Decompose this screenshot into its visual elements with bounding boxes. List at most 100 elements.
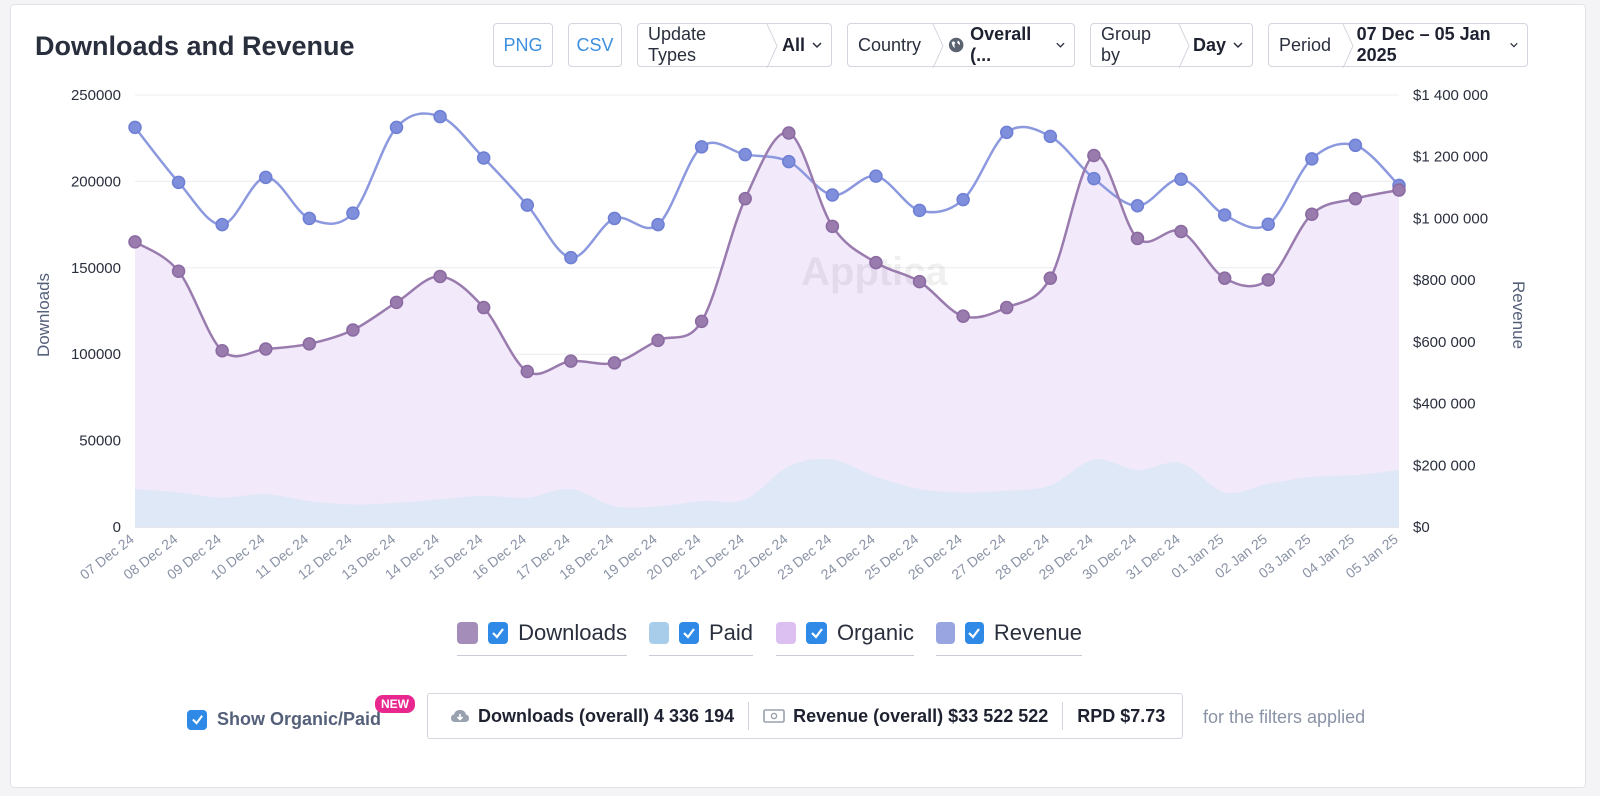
downloads-point[interactable] (433, 269, 447, 284)
checkbox-checked-icon[interactable] (806, 622, 827, 644)
downloads-point[interactable] (476, 300, 491, 315)
revenue-point[interactable] (1217, 208, 1232, 222)
downloads-point[interactable] (1043, 271, 1058, 285)
organic-area (135, 132, 1399, 527)
revenue-point[interactable] (999, 125, 1014, 140)
downloads-point[interactable] (1130, 231, 1145, 246)
update-types-value: All (781, 34, 805, 55)
revenue-point[interactable] (433, 109, 447, 124)
group-by-dropdown[interactable]: Group by Day (1090, 23, 1253, 68)
show-organic-paid-toggle[interactable]: Show Organic/Paid (187, 709, 381, 730)
revenue-point[interactable] (1348, 138, 1363, 153)
downloads-point[interactable] (1305, 207, 1319, 221)
downloads-point[interactable] (1217, 271, 1232, 285)
country-dropdown[interactable]: Country Overall (... (847, 23, 1075, 68)
revenue-point[interactable] (912, 203, 927, 218)
downloads-point[interactable] (999, 300, 1014, 315)
revenue-point[interactable] (1087, 171, 1101, 186)
downloads-point[interactable] (607, 356, 622, 370)
downloads-point[interactable] (171, 264, 186, 279)
legend-item-paid[interactable]: Paid (649, 611, 753, 656)
revenue-point[interactable] (1130, 199, 1145, 213)
group-by-value: Day (1192, 34, 1226, 55)
revenue-point[interactable] (1261, 217, 1275, 232)
downloads-overall-text: Downloads (overall) 4 336 194 (478, 705, 735, 726)
checkbox-checked-icon[interactable] (964, 622, 984, 644)
revenue-point[interactable] (1305, 152, 1319, 166)
downloads-point[interactable] (651, 333, 665, 348)
paid-swatch (649, 622, 669, 644)
y2-tick-label: $600 000 (1413, 334, 1476, 351)
stats-box: Downloads (overall) 4 336 194 Revenue (o… (427, 693, 1183, 739)
checkbox-checked-icon[interactable] (678, 622, 699, 644)
separator-chevron-icon (1341, 24, 1354, 68)
revenue-point[interactable] (564, 250, 578, 265)
downloads-point[interactable] (346, 323, 360, 337)
revenue-point[interactable] (607, 211, 622, 226)
downloads-point[interactable] (956, 309, 970, 323)
separator-chevron-icon (931, 24, 944, 68)
downloads-point[interactable] (564, 354, 578, 368)
revenue-point[interactable] (259, 170, 273, 185)
legend-item-organic[interactable]: Organic (776, 611, 914, 656)
revenue-point[interactable] (476, 151, 491, 165)
downloads-point[interactable] (215, 343, 229, 358)
downloads-point[interactable] (302, 337, 317, 351)
downloads-point[interactable] (520, 364, 535, 379)
revenue-point[interactable] (825, 188, 840, 202)
downloads-point[interactable] (912, 274, 927, 289)
csv-export-button[interactable]: CSV (568, 23, 622, 67)
checkbox-checked-icon[interactable] (487, 622, 509, 644)
downloads-point[interactable] (825, 219, 840, 234)
downloads-point[interactable] (128, 235, 142, 249)
revenue-overall-text: Revenue (overall) $33 522 522 (793, 705, 1049, 726)
revenue-point[interactable] (651, 217, 665, 232)
csv-label: CSV (576, 34, 614, 55)
downloads-point[interactable] (1392, 183, 1406, 197)
rpd-stat: RPD $7.73 (1062, 702, 1179, 730)
downloads-point[interactable] (782, 126, 796, 140)
legend-item-downloads[interactable]: Downloads (457, 611, 627, 656)
revenue-point[interactable] (738, 147, 752, 162)
downloads-point[interactable] (389, 295, 404, 310)
y2-tick-label: $800 000 (1413, 272, 1476, 289)
revenue-point[interactable] (869, 169, 883, 183)
update-types-dropdown[interactable]: Update Types All (637, 23, 832, 68)
downloads-point[interactable] (259, 342, 273, 356)
downloads-overall-stat: Downloads (overall) 4 336 194 (428, 702, 748, 730)
downloads-point[interactable] (738, 191, 752, 206)
revenue-point[interactable] (389, 120, 404, 135)
downloads-point[interactable] (1087, 148, 1101, 163)
downloads-point[interactable] (1348, 191, 1363, 206)
revenue-point[interactable] (215, 217, 229, 232)
revenue-point[interactable] (128, 120, 142, 135)
downloads-point[interactable] (869, 255, 883, 270)
revenue-point[interactable] (1043, 129, 1058, 144)
downloads-point[interactable] (1174, 224, 1188, 239)
downloads-point[interactable] (1261, 273, 1275, 287)
period-dropdown[interactable]: Period 07 Dec – 05 Jan 2025 (1268, 23, 1528, 68)
downloads-point[interactable] (694, 314, 709, 329)
revenue-point[interactable] (520, 198, 535, 212)
y2-tick-label: $1 000 000 (1413, 210, 1488, 227)
png-export-button[interactable]: PNG (493, 23, 553, 67)
y2-tick-label: $400 000 (1413, 396, 1476, 413)
chevron-down-icon (812, 42, 822, 49)
revenue-point[interactable] (694, 140, 709, 154)
chevron-down-icon (1510, 42, 1518, 48)
revenue-point[interactable] (346, 206, 360, 220)
y-tick-label: 100000 (71, 346, 121, 363)
revenue-point[interactable] (302, 211, 317, 226)
revenue-point[interactable] (171, 175, 186, 190)
y2-tick-label: $1 400 000 (1413, 87, 1488, 104)
chevron-down-icon (1056, 42, 1065, 48)
cloud-download-icon (451, 710, 469, 722)
revenue-point[interactable] (782, 154, 796, 169)
checkbox-checked-icon[interactable] (187, 709, 207, 730)
revenue-point[interactable] (1174, 172, 1188, 186)
chart-legend: Downloads Paid Organic Revenue (11, 611, 1585, 661)
revenue-swatch (936, 622, 955, 644)
legend-item-revenue[interactable]: Revenue (936, 611, 1082, 656)
revenue-point[interactable] (956, 192, 970, 207)
rpd-text: RPD $7.73 (1077, 705, 1166, 726)
